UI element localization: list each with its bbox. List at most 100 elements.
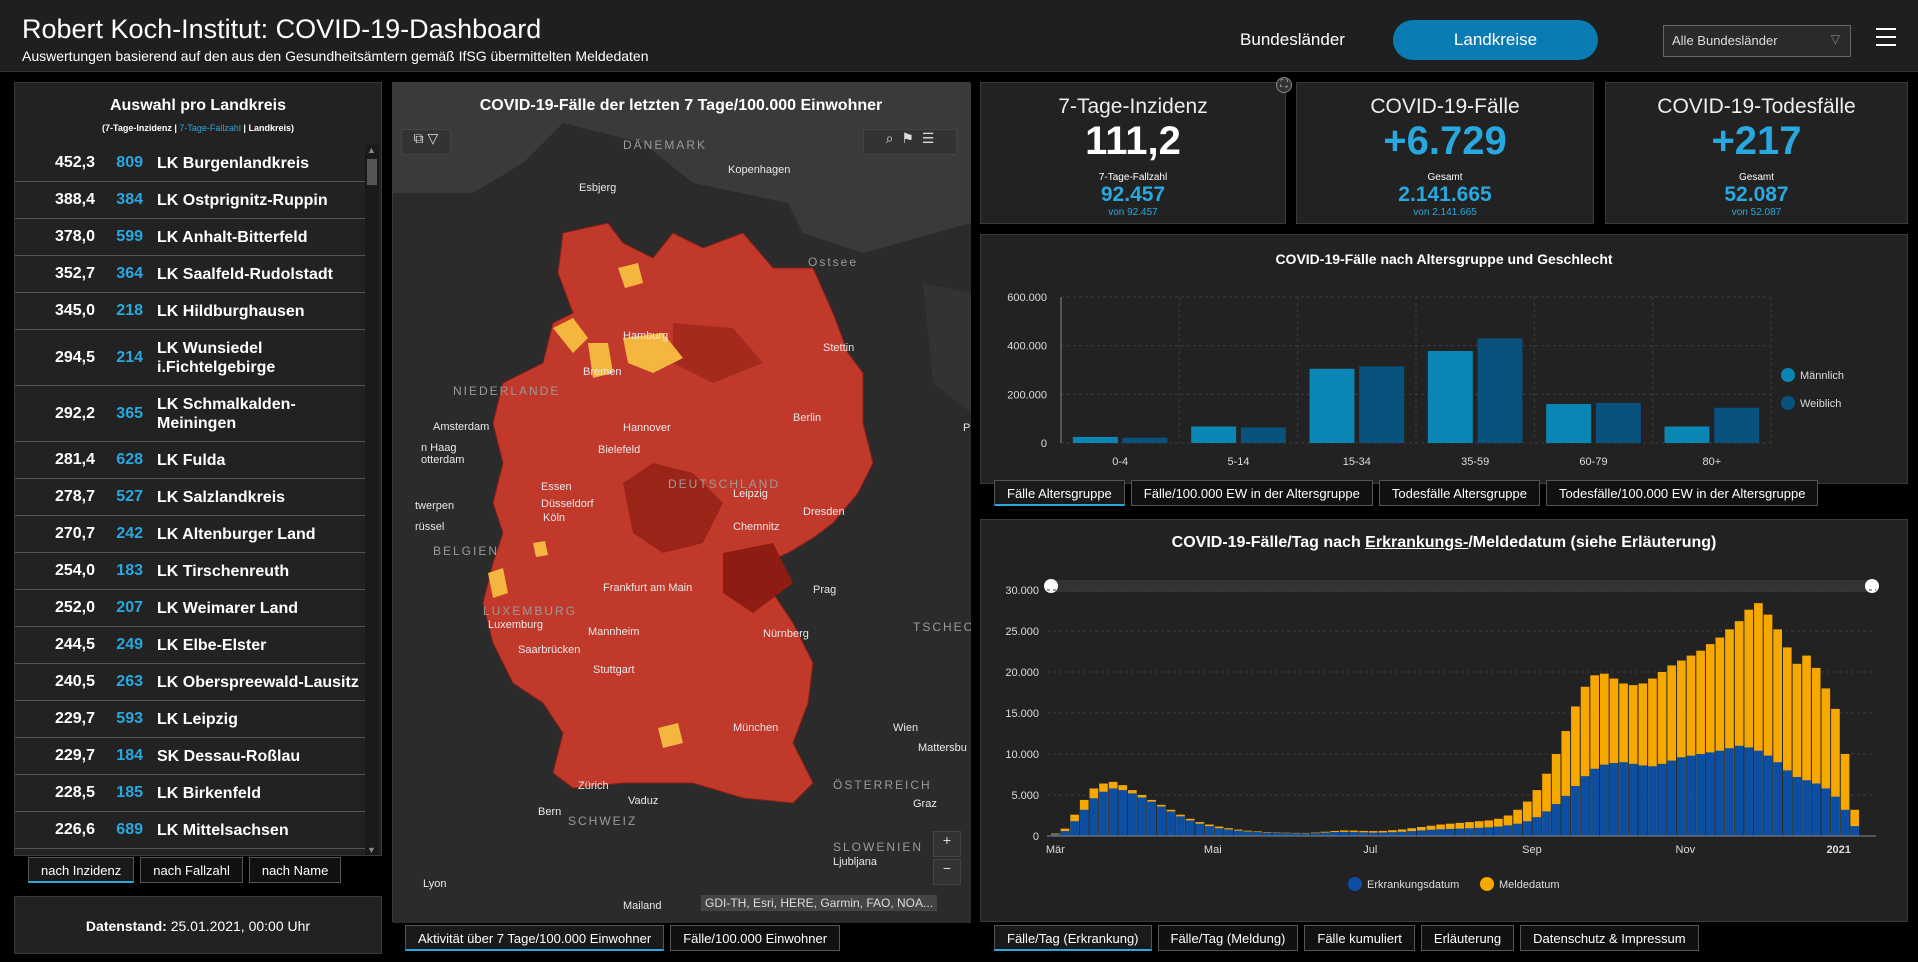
basemap-toggle-button[interactable]: ⧉ ▽ (401, 129, 451, 155)
age-ytick-label: 400.000 (1007, 341, 1047, 353)
daily-tab-kumuliert[interactable]: Fälle kumuliert (1304, 925, 1415, 951)
region-dark-1[interactable] (623, 463, 723, 553)
map-place-label: rüssel (415, 521, 444, 533)
age-tab-todesfaelle[interactable]: Todesfälle Altersgruppe (1378, 480, 1541, 506)
region-low-3[interactable] (588, 343, 613, 378)
age-tab-faelle-100k[interactable]: Fälle/100.000 EW in der Altersgruppe (1130, 480, 1373, 506)
age-tab-todesfaelle-100k[interactable]: Todesfälle/100.000 EW in der Altersgrupp… (1546, 480, 1819, 506)
erkrankung-bar (1657, 763, 1667, 836)
list-item[interactable]: 278,7 527 LK Salzlandkreis (15, 479, 365, 516)
region-low-7[interactable] (533, 541, 548, 557)
legend-label: Erkrankungsdatum (1367, 879, 1459, 891)
list-item[interactable]: 229,7 184 SK Dessau-Roßlau (15, 738, 365, 775)
scroll-thumb[interactable] (367, 159, 377, 185)
erkrankung-bar (1522, 821, 1532, 836)
landkreis-list[interactable]: 452,3 809 LK Burgenlandkreis 388,4 384 LK Ost… (15, 145, 365, 855)
map-tools[interactable]: ⌕ ⚑ ☰ (863, 129, 957, 155)
list-item[interactable]: 378,0 599 LK Anhalt-Bitterfeld (15, 219, 365, 256)
bundeslaender-button[interactable]: Bundesländer (1240, 30, 1345, 49)
map-place-label: n Haag (421, 442, 456, 454)
zoom-in-button[interactable]: + (933, 831, 961, 857)
list-item[interactable]: 252,0 207 LK Weimarer Land (15, 590, 365, 627)
region-low-2[interactable] (623, 333, 683, 373)
map-tab-aktivitaet[interactable]: Aktivität über 7 Tage/100.000 Einwohner (405, 925, 665, 951)
daily-title-b[interactable]: Erkrankungs- (1365, 534, 1469, 551)
kpi-todesfaelle: COVID-19-Todesfälle +217 Gesamt 52.087 v… (1605, 82, 1908, 224)
region-dark-2[interactable] (723, 543, 793, 613)
daily-tab-meldung[interactable]: Fälle/Tag (Meldung) (1157, 925, 1299, 951)
age-bar (1309, 368, 1355, 443)
erkrankung-bar (1619, 762, 1628, 836)
list-item-inzidenz: 294,5 (54, 348, 95, 366)
map-place-label: LUXEMBURG (483, 604, 577, 618)
list-scrollbar[interactable]: ▲ ▼ (365, 145, 379, 855)
list-item-fallzahl: 365 (116, 404, 143, 422)
scroll-down-icon[interactable]: ▼ (367, 845, 376, 855)
map-place-label: Wien (893, 722, 918, 734)
melde-bar (1571, 706, 1580, 836)
list-item[interactable]: 294,5 214 LK Wunsiedel i.Fichtelgebirge (15, 330, 365, 386)
germany-map[interactable]: DÄNEMARK Kopenhagen Esbjerg Ostsee Hamburg St… (393, 83, 971, 923)
list-item-fallzahl: 593 (116, 710, 143, 727)
melde-bar (1667, 665, 1677, 836)
list-item[interactable]: 281,4 628 LK Fulda (15, 442, 365, 479)
list-item[interactable]: 254,0 183 LK Tirschenreuth (15, 553, 365, 590)
landkreise-button[interactable]: Landkreise (1393, 20, 1598, 60)
list-item[interactable]: 388,4 384 LK Ostprignitz-Ruppin (15, 182, 365, 219)
list-item[interactable]: 270,7 242 LK Altenburger Land (15, 516, 365, 553)
list-item[interactable]: 292,2 365 LK Schmalkalden-Meiningen (15, 386, 365, 442)
scroll-up-icon[interactable]: ▲ (367, 145, 376, 155)
sort-tab-inzidenz[interactable]: nach Inzidenz (28, 857, 135, 883)
kpi-faelle: COVID-19-Fälle +6.729 Gesamt 2.141.665 v… (1296, 82, 1594, 224)
map-tab-faelle[interactable]: Fälle/100.000 Einwohner (670, 925, 841, 951)
region-dark-3[interactable] (673, 323, 763, 383)
daily-tab-datenschutz[interactable]: Datenschutz & Impressum (1520, 925, 1699, 951)
list-item-name: LK Altenburger Land (157, 525, 316, 543)
list-item[interactable]: 352,7 364 LK Saalfeld-Rudolstadt (15, 256, 365, 293)
erkrankung-bar (1445, 828, 1455, 836)
region-low-1[interactable] (553, 318, 588, 353)
erkrankung-bar (1648, 766, 1657, 836)
melde-bar (1840, 754, 1850, 836)
sort-tab-fallzahl[interactable]: nach Fallzahl (140, 857, 243, 883)
daily-tab-erkrankung[interactable]: Fälle/Tag (Erkrankung) (994, 925, 1152, 951)
age-bar (1122, 437, 1168, 443)
list-item[interactable]: 228,5 185 LK Birkenfeld (15, 775, 365, 812)
zoom-out-button[interactable]: − (933, 859, 961, 885)
list-item[interactable]: 229,7 593 LK Leipzig (15, 701, 365, 738)
kpi-todesfaelle-sub: von 52.087 (1731, 207, 1782, 218)
age-tab-faelle[interactable]: Fälle Altersgruppe (994, 480, 1125, 506)
kpi-inzidenz-title: 7-Tage-Inzidenz (1058, 95, 1208, 118)
map-place-label: Graz (913, 798, 937, 810)
sort-tabs: nach Inzidenz nach Fallzahl nach Name (28, 857, 342, 883)
age-xtick-label: 35-59 (1461, 456, 1489, 468)
erkrankung-bar (1233, 830, 1243, 836)
region-low-4[interactable] (618, 263, 643, 288)
legend-list-icon[interactable]: ☰ (921, 130, 935, 146)
erkrankung-bar (1667, 760, 1677, 836)
list-item-inzidenz: 228,5 (54, 784, 95, 801)
sort-tab-name[interactable]: nach Name (248, 857, 342, 883)
region-low-5[interactable] (488, 568, 508, 598)
search-icon[interactable]: ⌕ (885, 130, 894, 146)
hamburger-menu-icon[interactable] (1876, 28, 1896, 52)
region-low-6[interactable] (658, 723, 683, 748)
erkrankung-bar (1494, 826, 1503, 836)
list-item[interactable]: 452,3 809 LK Burgenlandkreis (15, 145, 365, 182)
map-panel[interactable]: COVID-19-Fälle der letzten 7 Tage/100.00… (392, 82, 971, 923)
erkrankung-bar (1416, 830, 1426, 836)
list-item[interactable]: 240,5 263 LK Oberspreewald-Lausitz (15, 664, 365, 701)
daily-tab-erlaeuterung[interactable]: Erläuterung (1420, 925, 1515, 951)
melde-bar (1763, 614, 1773, 836)
age-xtick-label: 0-4 (1112, 456, 1128, 468)
fullscreen-icon[interactable]: ⛶ (1276, 77, 1292, 93)
list-item[interactable]: 226,6 689 LK Mittelsachsen (15, 812, 365, 849)
bookmark-icon[interactable]: ⚑ (901, 130, 914, 146)
erkrankung-bar (1503, 825, 1513, 836)
list-item[interactable]: 244,5 249 LK Elbe-Elster (15, 627, 365, 664)
melde-bar (1850, 809, 1860, 836)
bundesland-select[interactable]: Alle Bundesländer ▽ (1663, 25, 1851, 57)
erkrankung-bar (1195, 823, 1205, 836)
list-item[interactable]: 345,0 218 LK Hildburghausen (15, 293, 365, 330)
age-tabs: Fälle Altersgruppe Fälle/100.000 EW in d… (994, 480, 1819, 506)
